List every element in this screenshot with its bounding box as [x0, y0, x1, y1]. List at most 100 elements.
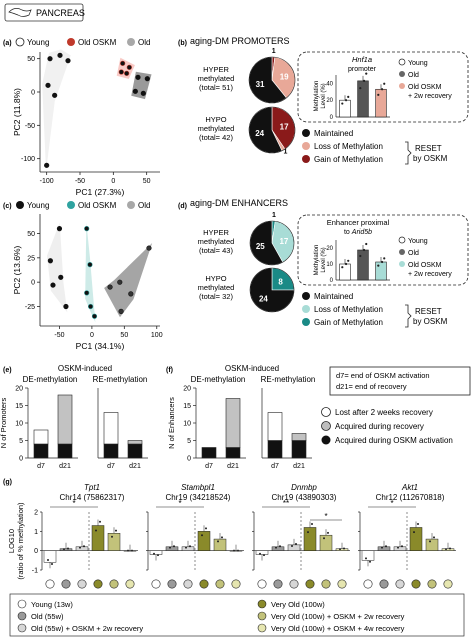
inset-b-leg-old: Old [408, 72, 419, 79]
g-point [327, 531, 329, 534]
inset-point [383, 257, 386, 260]
x-tick-label: 0 [111, 178, 115, 185]
x-tick-label: d21 [59, 463, 71, 470]
g-point [127, 549, 129, 552]
g-condition-marker [125, 579, 135, 589]
inset-bar-b: 40 20 0 Methylation Level (%) [314, 72, 390, 121]
bar-segment [103, 443, 119, 459]
g-point [413, 531, 415, 534]
inset-d-leg-oskm: Old OSKM [408, 262, 442, 269]
notes-box [329, 366, 471, 396]
g-point [429, 540, 431, 543]
panel-label-b: (b) [178, 40, 187, 47]
d-hypo-line2: methylated [198, 283, 235, 292]
inset-point [347, 259, 350, 262]
y-axis-label: N of Promoters [0, 398, 8, 449]
pie-value-label: 8 [278, 277, 283, 286]
point-young [50, 282, 56, 288]
y-axis-label: PC2 (13.6%) [12, 246, 22, 295]
inset-d-leg-old: Old [408, 250, 419, 257]
inset-y-tick-label: 20 [326, 98, 333, 104]
g-legend-label: Very Old (100w) + OSKM + 4w recovery [271, 624, 405, 633]
bar-segment [225, 447, 241, 459]
g-condition-marker [183, 579, 193, 589]
g-legend-label: Very Old (100w) + OSKM + 2w recovery [271, 612, 405, 621]
y-tick-label: 20 [183, 386, 191, 393]
g-condition-marker [321, 579, 331, 589]
note-d7: d7= end of OSKM activation [336, 371, 430, 380]
inset-d-leg-recovery: + 2w recovery [408, 271, 452, 278]
g-condition-marker [77, 579, 87, 589]
panel-g-legend: Young (13w) Very Old (100w) Old (55w) Very … [9, 593, 465, 637]
g-condition-marker [395, 579, 405, 589]
g-bar [393, 546, 407, 551]
point-old [128, 291, 134, 297]
inset-b-leg-oskm: Old OSKM [408, 84, 442, 91]
inset-point [380, 88, 384, 91]
g-bar [271, 546, 285, 551]
g-condition-marker [93, 579, 103, 589]
g-y-label-1: LOG10 [7, 529, 16, 553]
g-point [51, 563, 53, 566]
inset-d-sub-b: Arid5b [351, 229, 372, 236]
inset-point [377, 93, 380, 96]
g-condition-marker [337, 579, 347, 589]
g-point [365, 557, 367, 560]
g-point [291, 545, 293, 548]
y-tick-label: 20 [15, 386, 23, 393]
g-condition-marker [109, 579, 119, 589]
g-point [343, 547, 345, 550]
g-point [111, 535, 113, 538]
x-tick-label: 100 [151, 332, 163, 339]
bar-segment [291, 440, 307, 459]
inset-bar-d: 20 10 0 Methylation Level (%) [314, 240, 390, 284]
g-sig-star: ** [283, 499, 289, 508]
g-condition-marker [199, 579, 209, 589]
legend-old-oskm-dot [67, 38, 75, 46]
bar-segment [33, 429, 49, 445]
inset-y-tick-label: 10 [326, 262, 333, 268]
g-point [131, 549, 133, 552]
g-point [307, 531, 309, 534]
legend-young-dot [15, 37, 25, 47]
g-bar [91, 525, 105, 551]
legend-old: Old [138, 38, 150, 47]
g-point [233, 549, 235, 552]
pie-value-label: 1 [284, 148, 288, 155]
point-old [117, 279, 123, 285]
g-point [169, 546, 171, 549]
bar-segment [291, 433, 307, 441]
gene-location: Chr14 (75862317) [60, 493, 125, 502]
b-leg-maintained: Maintained [314, 129, 353, 138]
inset-d-sub: to Arid5b [344, 229, 372, 236]
gene-name: Stambpl1 [181, 483, 215, 492]
panel-d-hypo-label: HYPO methylated (total= 32) [198, 274, 235, 301]
g-bar [425, 538, 439, 551]
point-old [132, 88, 138, 94]
hull-old-oskm [85, 222, 96, 323]
panel-b-title: aging-DM PROMOTERS [190, 36, 290, 46]
pie-promoters-hyper: 1 19 31 [248, 48, 296, 104]
y-tick-label: 25 [27, 255, 35, 262]
g-condition-marker [215, 579, 225, 589]
g-legend-marker [257, 611, 267, 621]
g-point [445, 548, 447, 551]
g-y-tick-label: 2 [34, 510, 38, 517]
panel-c-legend: Young Old OSKM Old [16, 201, 150, 210]
g-point [217, 540, 219, 543]
bar-segment [127, 443, 143, 459]
pancreas-icon [8, 8, 32, 17]
pie-enhancers-hypo: 8 24 [249, 267, 295, 313]
g-y-tick-label: -1 [32, 568, 38, 575]
d-leg-loss: Loss of Methylation [314, 305, 383, 314]
g-y-label-2: (ratio of % methylation) [16, 502, 25, 580]
g-legend-label: Old (55w) + OSKM + 2w recovery [31, 624, 143, 633]
g-bar [409, 527, 423, 551]
g-condition-marker [427, 579, 437, 589]
y-tick-label: -100 [21, 156, 35, 163]
hull-young [46, 222, 68, 313]
g-condition-marker [289, 579, 299, 589]
panel-b-hypo-label: HYPO methylated (total= 42) [198, 115, 235, 142]
d-hypo-line1: HYPO [205, 274, 226, 283]
pie-outline [249, 220, 295, 266]
